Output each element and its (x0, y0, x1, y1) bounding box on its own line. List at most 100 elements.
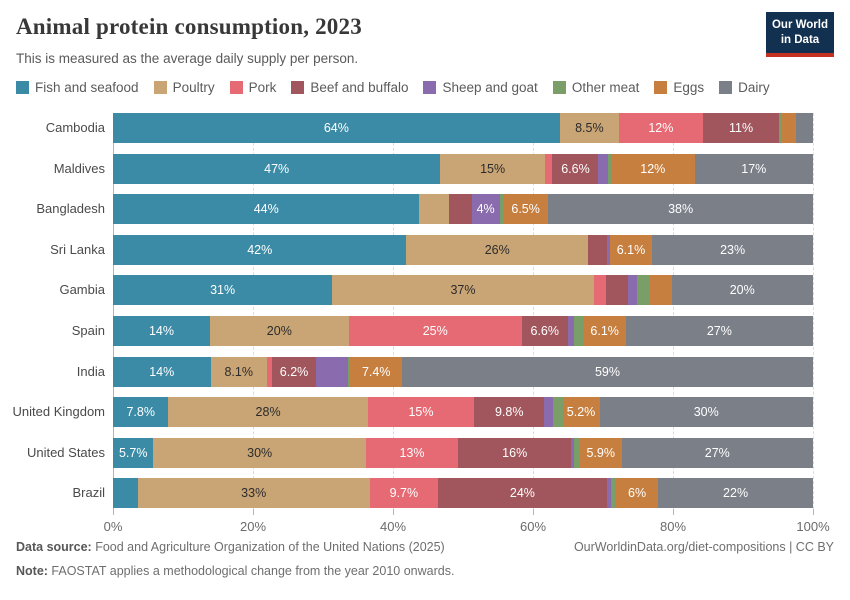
bar-segment-gambia-beef-and-buffalo[interactable] (605, 275, 628, 306)
bar-segment-india-sheep-and-goat[interactable] (315, 356, 348, 387)
legend-swatch-icon (654, 81, 668, 94)
bar-segment-spain-beef-and-buffalo[interactable]: 6.6% (521, 315, 568, 346)
row-label: Bangladesh (36, 201, 105, 217)
bar-segment-united-kingdom-dairy[interactable]: 30% (599, 397, 813, 428)
gridline (813, 113, 814, 509)
segment-value-label: 14% (148, 323, 175, 338)
bar-segment-united-states-fish-and-seafood[interactable]: 5.7% (113, 437, 154, 468)
legend-item-eggs[interactable]: Eggs (654, 80, 704, 95)
bar-segment-cambodia-beef-and-buffalo[interactable]: 11% (702, 113, 780, 143)
bar-segment-sri-lanka-eggs[interactable]: 6.1% (609, 234, 653, 265)
bar-segment-united-states-poultry[interactable]: 30% (153, 437, 366, 468)
bar-segment-india-eggs[interactable]: 7.4% (350, 356, 402, 387)
bar-segment-united-states-beef-and-buffalo[interactable]: 16% (458, 437, 572, 468)
bar-segment-spain-fish-and-seafood[interactable]: 14% (113, 315, 211, 346)
bar-segment-united-kingdom-fish-and-seafood[interactable]: 7.8% (113, 397, 169, 428)
bar-segment-spain-eggs[interactable]: 6.1% (583, 315, 626, 346)
bar-segment-sri-lanka-fish-and-seafood[interactable]: 42% (113, 234, 407, 265)
segment-value-label: 27% (706, 323, 732, 338)
axis-ticks (113, 509, 814, 515)
bar-row-bangladesh: Bangladesh 44% 4% 6.5% 38% (0, 194, 850, 225)
legend-item-dairy[interactable]: Dairy (719, 80, 770, 95)
legend-item-beef-and-buffalo[interactable]: Beef and buffalo (291, 80, 408, 95)
bar-segment-india-fish-and-seafood[interactable]: 14% (113, 356, 211, 387)
row-label: Spain (71, 322, 105, 338)
bar-segment-spain-sheep-and-goat[interactable] (567, 315, 574, 346)
bar-segment-brazil-pork[interactable]: 9.7% (369, 478, 438, 509)
bar-segment-united-states-pork[interactable]: 13% (365, 437, 459, 468)
legend-item-pork[interactable]: Pork (229, 80, 276, 95)
bar-segment-bangladesh-sheep-and-goat[interactable]: 4% (471, 194, 500, 225)
bar-segment-spain-other-meat[interactable] (573, 315, 584, 346)
bar-segment-gambia-eggs[interactable] (648, 275, 672, 306)
bar-segment-bangladesh-dairy[interactable]: 38% (548, 194, 813, 225)
bar-segment-maldives-pork[interactable] (544, 153, 553, 184)
owid-link[interactable]: OurWorldinData.org/diet-compositions | C… (573, 540, 834, 554)
bar-segment-brazil-sheep-and-goat[interactable] (606, 478, 612, 509)
bar-segment-united-kingdom-poultry[interactable]: 28% (168, 397, 368, 428)
bar-segment-united-states-sheep-and-goat[interactable] (571, 437, 575, 468)
bar-segment-united-kingdom-other-meat[interactable] (553, 397, 563, 428)
bar-segment-india-pork[interactable] (266, 356, 273, 387)
bar-segment-cambodia-other-meat[interactable] (779, 113, 782, 143)
bar-segment-brazil-dairy[interactable]: 22% (658, 478, 813, 509)
bar-segment-cambodia-fish-and-seafood[interactable]: 64% (113, 113, 560, 143)
bar-segment-sri-lanka-beef-and-buffalo[interactable] (588, 234, 607, 265)
bar-segment-bangladesh-poultry[interactable] (419, 194, 450, 225)
bar-segment-brazil-fish-and-seafood[interactable] (113, 478, 138, 509)
bar-segment-bangladesh-beef-and-buffalo[interactable] (449, 194, 472, 225)
bar-segment-united-states-eggs[interactable]: 5.9% (579, 437, 622, 468)
bar-segment-united-kingdom-beef-and-buffalo[interactable]: 9.8% (474, 397, 545, 428)
bar-segment-india-beef-and-buffalo[interactable]: 6.2% (272, 356, 316, 387)
bar-segment-bangladesh-fish-and-seafood[interactable]: 44% (113, 194, 420, 225)
bar-segment-india-poultry[interactable]: 8.1% (210, 356, 267, 387)
bar-segment-cambodia-poultry[interactable]: 8.5% (559, 113, 619, 143)
bar-segment-united-kingdom-eggs[interactable]: 5.2% (562, 397, 600, 428)
bar-segment-spain-poultry[interactable]: 20% (210, 315, 349, 346)
bar-segment-maldives-sheep-and-goat[interactable] (598, 153, 609, 184)
bar-rows: Cambodia 64% 8.5% 12% 11% Maldives 47% 15% 6.6% 1… (0, 113, 850, 509)
bar-segment-gambia-poultry[interactable]: 37% (332, 275, 594, 306)
legend-item-sheep-and-goat[interactable]: Sheep and goat (423, 80, 538, 95)
owid-logo[interactable]: Our World in Data (766, 12, 834, 57)
bar-segment-bangladesh-other-meat[interactable] (499, 194, 503, 225)
bar-segment-sri-lanka-sheep-and-goat[interactable] (606, 234, 610, 265)
segment-value-label: 30% (247, 445, 273, 460)
bar-segment-brazil-other-meat[interactable] (611, 478, 616, 509)
bar-segment-india-other-meat[interactable] (347, 356, 351, 387)
bar-segment-india-dairy[interactable]: 59% (401, 356, 813, 387)
bar-segment-gambia-pork[interactable] (593, 275, 606, 306)
bar-row-maldives: Maldives 47% 15% 6.6% 12% 17% (0, 153, 850, 184)
bar-segment-brazil-poultry[interactable]: 33% (137, 478, 370, 509)
bar-segment-gambia-dairy[interactable]: 20% (671, 275, 813, 306)
bar-segment-united-states-other-meat[interactable] (574, 437, 580, 468)
bar-segment-sri-lanka-dairy[interactable]: 23% (652, 234, 813, 265)
bar-segment-cambodia-eggs[interactable] (781, 113, 797, 143)
bar-segment-maldives-poultry[interactable]: 15% (440, 153, 545, 184)
bar-segment-spain-pork[interactable]: 25% (348, 315, 522, 346)
bar-segment-sri-lanka-poultry[interactable]: 26% (406, 234, 589, 265)
bar-segment-cambodia-pork[interactable]: 12% (618, 113, 703, 143)
legend-label: Poultry (172, 80, 215, 95)
chart-subtitle: This is measured as the average daily su… (16, 51, 359, 66)
bar-segment-gambia-other-meat[interactable] (636, 275, 649, 306)
bar-segment-united-kingdom-pork[interactable]: 15% (367, 397, 475, 428)
bar-segment-united-states-dairy[interactable]: 27% (621, 437, 813, 468)
bar-segment-bangladesh-eggs[interactable]: 6.5% (503, 194, 549, 225)
legend-item-poultry[interactable]: Poultry (153, 80, 215, 95)
bar-segment-maldives-eggs[interactable]: 12% (610, 153, 695, 184)
bar-segment-maldives-other-meat[interactable] (608, 153, 611, 184)
bar-segment-maldives-fish-and-seafood[interactable]: 47% (113, 153, 441, 184)
bar-segment-maldives-dairy[interactable]: 17% (694, 153, 813, 184)
bar-segment-gambia-fish-and-seafood[interactable]: 31% (113, 275, 333, 306)
bar-segment-spain-dairy[interactable]: 27% (625, 315, 813, 346)
bar-segment-united-kingdom-sheep-and-goat[interactable] (544, 397, 554, 428)
legend-item-other-meat[interactable]: Other meat (552, 80, 639, 95)
bar-segment-brazil-eggs[interactable]: 6% (615, 478, 659, 509)
bar-track: 14% 8.1% 6.2% 7.4% 59% (113, 356, 813, 387)
bar-segment-brazil-beef-and-buffalo[interactable]: 24% (438, 478, 607, 509)
legend-item-fish-and-seafood[interactable]: Fish and seafood (16, 80, 139, 95)
bar-segment-gambia-sheep-and-goat[interactable] (627, 275, 637, 306)
bar-segment-maldives-beef-and-buffalo[interactable]: 6.6% (552, 153, 599, 184)
bar-segment-cambodia-dairy[interactable] (796, 113, 813, 143)
